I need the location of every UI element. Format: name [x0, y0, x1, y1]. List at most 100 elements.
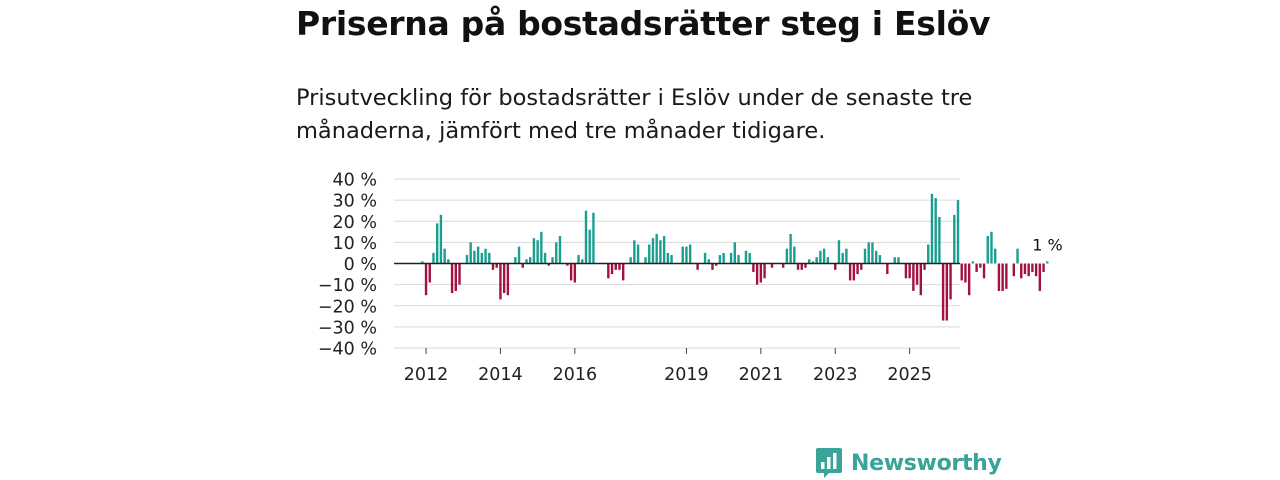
bar — [696, 263, 699, 270]
bar — [495, 263, 498, 268]
y-tick-label: −40 % — [318, 340, 377, 360]
bar — [953, 214, 956, 264]
bar — [733, 242, 736, 264]
bar — [729, 252, 733, 264]
y-tick-label: 40 % — [333, 171, 377, 191]
x-tick-label: 2014 — [478, 365, 523, 385]
bar — [763, 263, 766, 279]
bar — [834, 263, 837, 270]
bar — [436, 223, 439, 264]
bar — [800, 263, 803, 270]
bar — [450, 263, 454, 294]
grid-layer — [394, 178, 960, 349]
bar — [432, 252, 435, 264]
bar — [938, 217, 941, 264]
bar — [964, 263, 967, 283]
bar — [744, 250, 748, 264]
bar — [915, 263, 919, 285]
bar — [607, 263, 610, 279]
bar — [956, 200, 960, 264]
bar — [439, 214, 443, 264]
bar — [867, 242, 870, 264]
bar — [525, 259, 528, 264]
x-tick-label: 2021 — [739, 365, 784, 385]
bar — [904, 263, 908, 279]
bar — [636, 244, 640, 264]
bar — [514, 257, 517, 264]
bar — [979, 263, 982, 268]
bar — [558, 236, 562, 264]
bar-layer — [421, 193, 1049, 321]
bar — [469, 242, 472, 264]
bar — [796, 263, 800, 270]
bar — [711, 263, 714, 270]
bar — [577, 255, 580, 264]
bar — [837, 240, 841, 264]
bar — [1016, 248, 1019, 264]
bar — [473, 250, 476, 264]
newsworthy-logo: Newsworthy — [815, 447, 1002, 479]
y-tick-label: 30 % — [333, 192, 377, 212]
bar — [852, 263, 856, 281]
bar — [878, 255, 882, 264]
bar — [871, 242, 874, 264]
bar — [960, 263, 963, 281]
bar — [804, 263, 807, 268]
bar — [517, 246, 521, 264]
bar — [491, 263, 495, 270]
bar — [573, 263, 577, 283]
bar — [856, 263, 859, 275]
bar — [1038, 263, 1042, 291]
bar — [811, 261, 815, 264]
bar — [551, 257, 554, 264]
bar — [529, 257, 532, 264]
bar — [819, 250, 822, 264]
bar — [982, 263, 986, 279]
bar — [480, 252, 484, 264]
bar — [785, 248, 789, 264]
bar — [532, 238, 536, 264]
bar — [737, 255, 740, 264]
bar — [752, 263, 755, 272]
bar — [994, 248, 997, 264]
bar — [465, 255, 469, 264]
bar — [547, 263, 550, 266]
bar — [1042, 263, 1045, 272]
bar — [893, 257, 896, 264]
bar — [447, 259, 450, 264]
y-tick-label: −30 % — [318, 318, 377, 338]
bar — [488, 252, 491, 264]
bar — [688, 244, 692, 264]
bar — [454, 263, 457, 291]
bar — [715, 263, 718, 266]
bar — [770, 263, 774, 268]
bar — [912, 263, 915, 291]
bar — [748, 252, 751, 264]
bar — [644, 257, 647, 264]
bar — [428, 263, 431, 283]
y-tick-label: 0 % — [344, 255, 377, 275]
bar — [815, 257, 818, 264]
bar — [588, 229, 591, 264]
bar — [569, 263, 573, 281]
bar — [1001, 263, 1004, 291]
y-tick-label: 10 % — [333, 234, 377, 254]
bar — [659, 240, 662, 264]
bar — [618, 263, 621, 270]
bar — [536, 240, 539, 264]
bar — [543, 252, 547, 264]
bar — [506, 263, 510, 296]
bar — [874, 250, 878, 264]
x-tick-label: 2025 — [887, 365, 932, 385]
bar — [610, 263, 614, 275]
y-tick-label: 20 % — [333, 213, 377, 233]
bar — [781, 263, 785, 268]
bar — [1023, 263, 1027, 275]
latest-value-label: 1 % — [1032, 236, 1062, 255]
y-tick-label: −10 % — [318, 276, 377, 296]
bar — [722, 252, 725, 264]
bar — [793, 246, 796, 264]
bar — [934, 198, 937, 264]
bar — [521, 263, 524, 268]
bar — [822, 248, 826, 264]
